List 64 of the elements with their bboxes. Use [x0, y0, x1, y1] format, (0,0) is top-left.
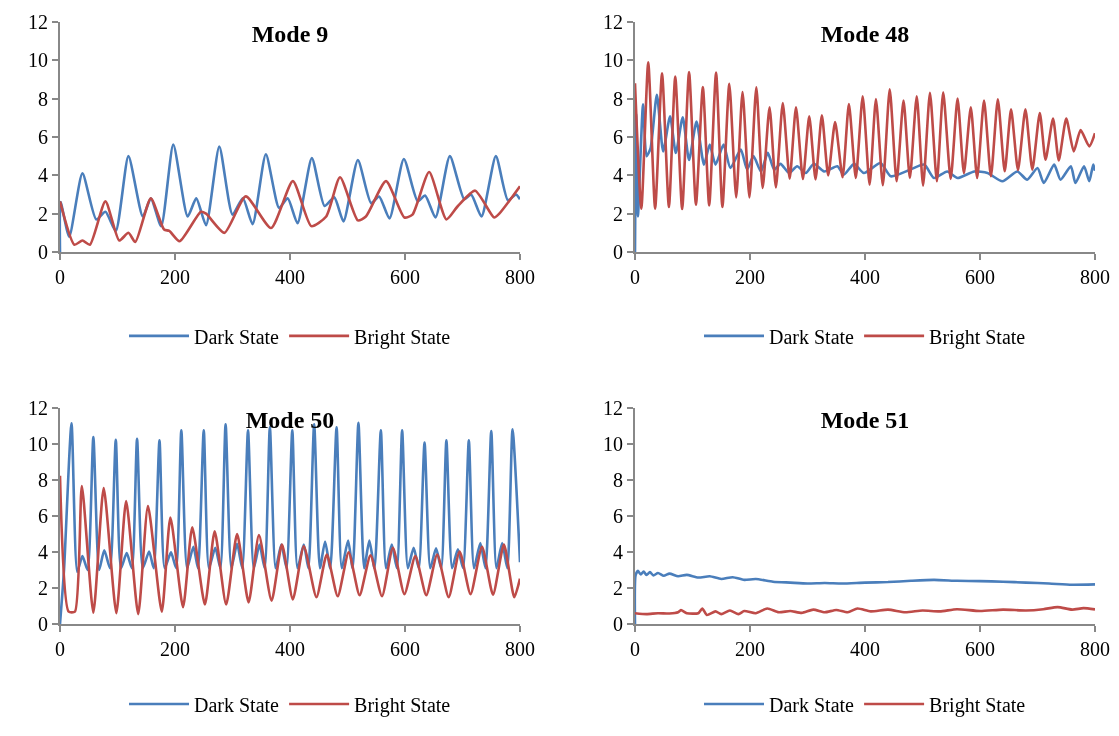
x-tick-label: 600 — [390, 266, 420, 288]
x-tick-label: 400 — [850, 266, 880, 288]
y-tick-label: 2 — [613, 577, 623, 599]
y-tick-label: 2 — [613, 202, 623, 225]
x-tick-label: 800 — [1080, 266, 1110, 288]
y-tick-label: 4 — [38, 164, 48, 187]
y-tick-label: 10 — [603, 433, 623, 455]
chart-title: Mode 50 — [245, 407, 335, 434]
y-tick-label: 12 — [28, 397, 48, 419]
x-tick-label: 800 — [1080, 638, 1110, 660]
legend-label: Bright State — [354, 325, 451, 349]
line-series — [635, 60, 1095, 211]
y-tick-label: 4 — [613, 541, 623, 563]
x-tick-label: 600 — [390, 638, 420, 660]
x-tick-label: 400 — [850, 638, 880, 660]
y-tick-label: 12 — [28, 11, 48, 33]
x-tick-label: 600 — [965, 266, 995, 288]
y-tick-label: 8 — [613, 469, 623, 491]
chart-title: Mode 48 — [820, 21, 910, 48]
legend-label: Dark State — [769, 325, 855, 348]
y-tick-label: 6 — [613, 126, 623, 148]
y-tick-label: 4 — [38, 541, 48, 563]
x-tick-label: 200 — [160, 638, 190, 660]
y-tick-label: 10 — [28, 49, 48, 72]
x-tick-label: 600 — [965, 638, 995, 660]
x-tick-label: 800 — [505, 266, 535, 288]
x-tick-label: 200 — [735, 638, 765, 660]
x-tick-label: 400 — [275, 266, 305, 288]
x-tick-label: 0 — [630, 266, 640, 288]
line-series — [635, 605, 1095, 617]
y-tick-label: 10 — [603, 49, 623, 72]
x-tick-label: 200 — [735, 266, 765, 288]
y-tick-label: 10 — [28, 433, 48, 455]
line-series — [60, 170, 520, 247]
x-tick-label: 200 — [160, 266, 190, 288]
y-tick-label: 2 — [38, 577, 48, 599]
x-tick-label: 800 — [505, 638, 535, 660]
y-tick-label: 0 — [38, 241, 48, 263]
legend-label: Bright State — [929, 693, 1026, 717]
y-tick-label: 12 — [603, 11, 623, 33]
x-tick-label: 0 — [630, 638, 640, 660]
y-tick-label: 4 — [613, 164, 623, 187]
y-tick-label: 6 — [38, 505, 48, 527]
y-tick-label: 6 — [613, 505, 623, 527]
x-tick-label: 400 — [275, 638, 305, 660]
y-tick-label: 2 — [38, 202, 48, 225]
legend-label: Dark State — [769, 693, 855, 716]
y-tick-label: 8 — [38, 469, 48, 491]
y-tick-label: 8 — [38, 87, 48, 110]
y-tick-label: 0 — [38, 613, 48, 635]
legend-label: Bright State — [354, 693, 451, 717]
x-tick-label: 0 — [55, 638, 65, 660]
legend-label: Dark State — [194, 325, 280, 348]
chart-title: Mode 9 — [251, 21, 329, 48]
y-tick-label: 0 — [613, 241, 623, 263]
legend-label: Dark State — [194, 693, 280, 716]
x-tick-label: 0 — [55, 266, 65, 288]
chart-title: Mode 51 — [820, 407, 910, 434]
line-series — [60, 474, 520, 616]
y-tick-label: 8 — [613, 87, 623, 110]
y-tick-label: 0 — [613, 613, 623, 635]
y-tick-label: 6 — [38, 126, 48, 148]
legend-label: Bright State — [929, 325, 1026, 349]
y-tick-label: 12 — [603, 397, 623, 419]
